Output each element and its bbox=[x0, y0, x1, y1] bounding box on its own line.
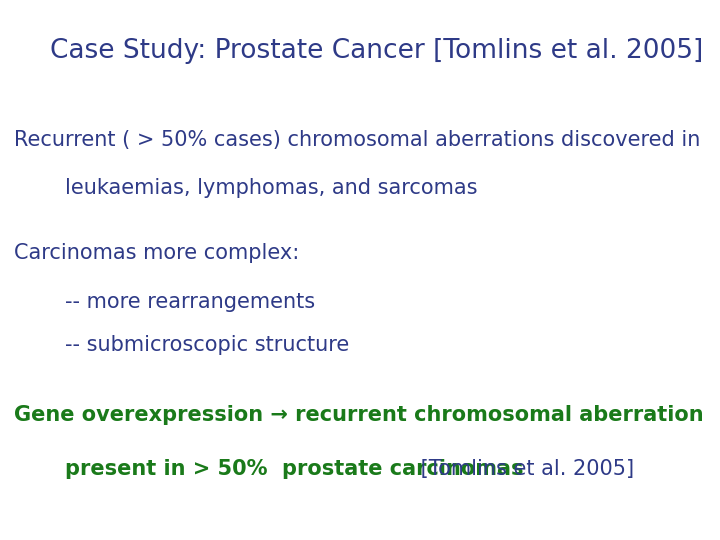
Text: leukaemias, lymphomas, and sarcomas: leukaemias, lymphomas, and sarcomas bbox=[65, 178, 477, 198]
Text: Gene overexpression → recurrent chromosomal aberration: Gene overexpression → recurrent chromoso… bbox=[14, 405, 704, 425]
Text: Recurrent ( > 50% cases) chromosomal aberrations discovered in: Recurrent ( > 50% cases) chromosomal abe… bbox=[14, 130, 701, 150]
Text: Case Study: Prostate Cancer [Tomlins et al. 2005]: Case Study: Prostate Cancer [Tomlins et … bbox=[50, 38, 703, 64]
Text: [Tomlins et al. 2005]: [Tomlins et al. 2005] bbox=[414, 459, 634, 479]
Text: Carcinomas more complex:: Carcinomas more complex: bbox=[14, 243, 300, 263]
Text: -- submicroscopic structure: -- submicroscopic structure bbox=[65, 335, 349, 355]
Text: present in > 50%  prostate carcinomas: present in > 50% prostate carcinomas bbox=[65, 459, 523, 479]
Text: -- more rearrangements: -- more rearrangements bbox=[65, 292, 315, 312]
